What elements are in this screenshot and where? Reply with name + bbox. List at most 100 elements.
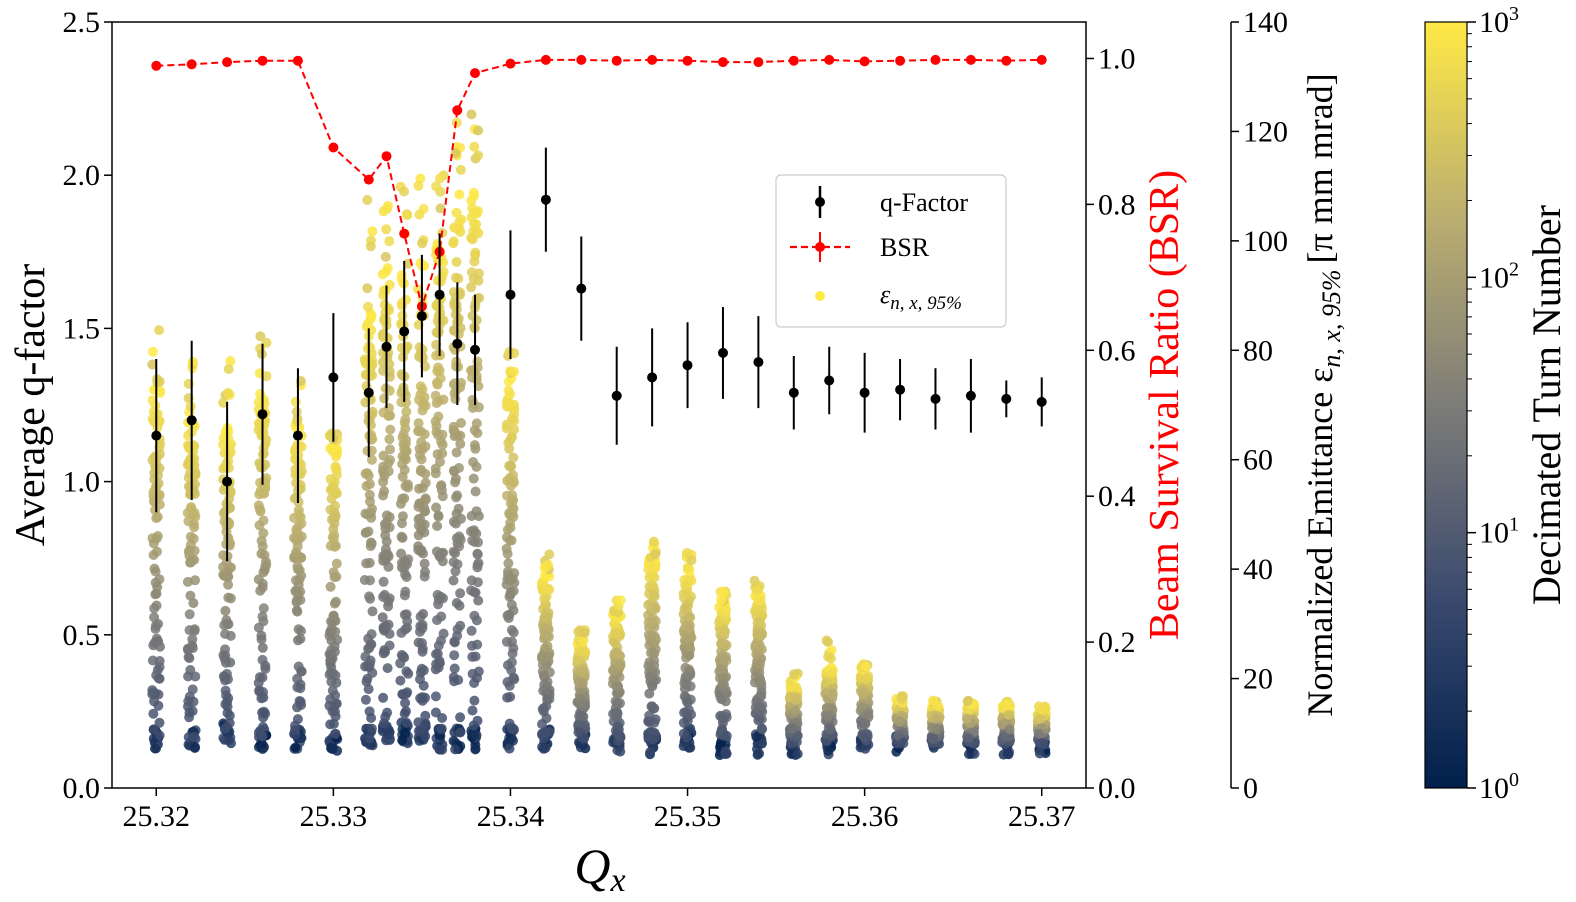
emittance-point <box>472 715 483 726</box>
emittance-point <box>541 612 552 623</box>
emittance-point <box>260 479 270 490</box>
emittance-point <box>223 619 234 630</box>
emittance-point <box>1004 731 1015 742</box>
emittance-point <box>397 735 408 746</box>
emittance-point <box>395 675 406 686</box>
emittance-point <box>254 685 265 696</box>
bsr-point <box>895 55 906 66</box>
emittance-point <box>366 512 377 523</box>
emittance-point <box>417 238 428 249</box>
emittance-point <box>154 325 165 336</box>
emittance-point <box>469 587 480 598</box>
q-factor-point <box>363 387 374 398</box>
emittance-point <box>415 611 426 622</box>
x-tick-label: 25.33 <box>300 800 368 833</box>
emittance-point <box>147 359 158 370</box>
emittance-point <box>416 454 427 465</box>
x-tick-label: 25.34 <box>477 800 545 833</box>
q-factor-point <box>151 430 162 441</box>
emittance-point <box>649 703 660 714</box>
emittance-point <box>148 708 159 719</box>
emittance-point <box>1033 728 1044 739</box>
emittance-point <box>399 590 410 601</box>
emittance-point <box>454 541 465 552</box>
emittance-point <box>294 696 305 706</box>
emittance-point <box>293 509 304 520</box>
emittance-point <box>506 625 517 635</box>
emittance-point <box>378 551 389 562</box>
emittance-point <box>752 628 763 639</box>
emittance-point <box>378 576 389 587</box>
emittance-point <box>397 493 408 504</box>
emittance-point <box>420 710 431 721</box>
emittance-point <box>718 586 729 597</box>
emittance-point <box>290 742 301 753</box>
emittance-point <box>504 573 515 584</box>
emittance-point <box>385 455 396 465</box>
emittance-point <box>433 511 444 522</box>
emittance-point <box>420 477 431 488</box>
emittance-point <box>377 269 388 280</box>
bsr-point <box>788 55 799 66</box>
x-tick-label: 25.36 <box>831 800 899 833</box>
emittance-point <box>751 732 762 742</box>
emittance-point <box>384 236 395 247</box>
legend: q-Factor BSR εn, x, 95% <box>775 174 1007 328</box>
emittance-point <box>679 678 690 689</box>
emittance-point <box>719 626 730 637</box>
emittance-point <box>467 705 478 716</box>
emittance-point <box>508 735 518 746</box>
emittance-point <box>717 714 728 725</box>
emittance-point <box>537 729 547 740</box>
q-factor-point <box>505 289 516 300</box>
emittance-point <box>644 671 655 682</box>
emittance-point <box>508 511 519 522</box>
emittance-point <box>402 687 413 698</box>
emittance-point <box>295 683 306 694</box>
emittance-point <box>790 694 801 705</box>
emittance-point <box>470 486 481 497</box>
emittance-point <box>331 558 342 569</box>
emittance-point <box>437 491 448 502</box>
x-tick-label: 25.32 <box>123 800 191 833</box>
emittance-point <box>365 241 376 252</box>
emittance-point <box>862 672 873 683</box>
emittance-point <box>432 377 442 388</box>
emittance-point <box>684 650 695 661</box>
emittance-point <box>579 627 590 638</box>
emittance-point <box>257 642 268 653</box>
emittance-point <box>330 463 341 473</box>
emittance-point <box>399 708 410 719</box>
emittance-point <box>328 524 339 535</box>
emittance-point <box>154 574 165 585</box>
emittance-point <box>650 549 661 560</box>
emittance-point <box>327 442 337 453</box>
emittance-point <box>473 595 484 606</box>
emittance-point <box>508 586 519 596</box>
emittance-point <box>382 352 393 363</box>
bsr-point <box>965 54 976 65</box>
emittance-point <box>470 443 481 454</box>
emittance-point <box>258 528 269 539</box>
emittance-point <box>327 685 338 696</box>
emittance-point <box>792 748 803 759</box>
emittance-point <box>416 464 426 475</box>
emittance-point <box>328 668 339 679</box>
emittance-point <box>189 624 200 635</box>
emittance-point <box>419 558 430 569</box>
emittance-point <box>542 676 553 687</box>
emittance-point <box>715 664 726 675</box>
emittance-point <box>575 686 586 697</box>
emittance-point <box>222 696 233 707</box>
emittance-point <box>714 617 725 628</box>
emittance-point <box>397 432 408 443</box>
emittance-point <box>1003 749 1014 760</box>
emittance-point <box>454 189 465 200</box>
emittance-point <box>501 543 512 554</box>
emittance-point <box>378 490 389 501</box>
legend-entry-q-factor: q-Factor <box>815 186 968 218</box>
emittance-point <box>612 728 623 739</box>
q-factor-point <box>470 344 480 355</box>
emittance-point <box>509 724 520 735</box>
emittance-point <box>257 672 268 683</box>
